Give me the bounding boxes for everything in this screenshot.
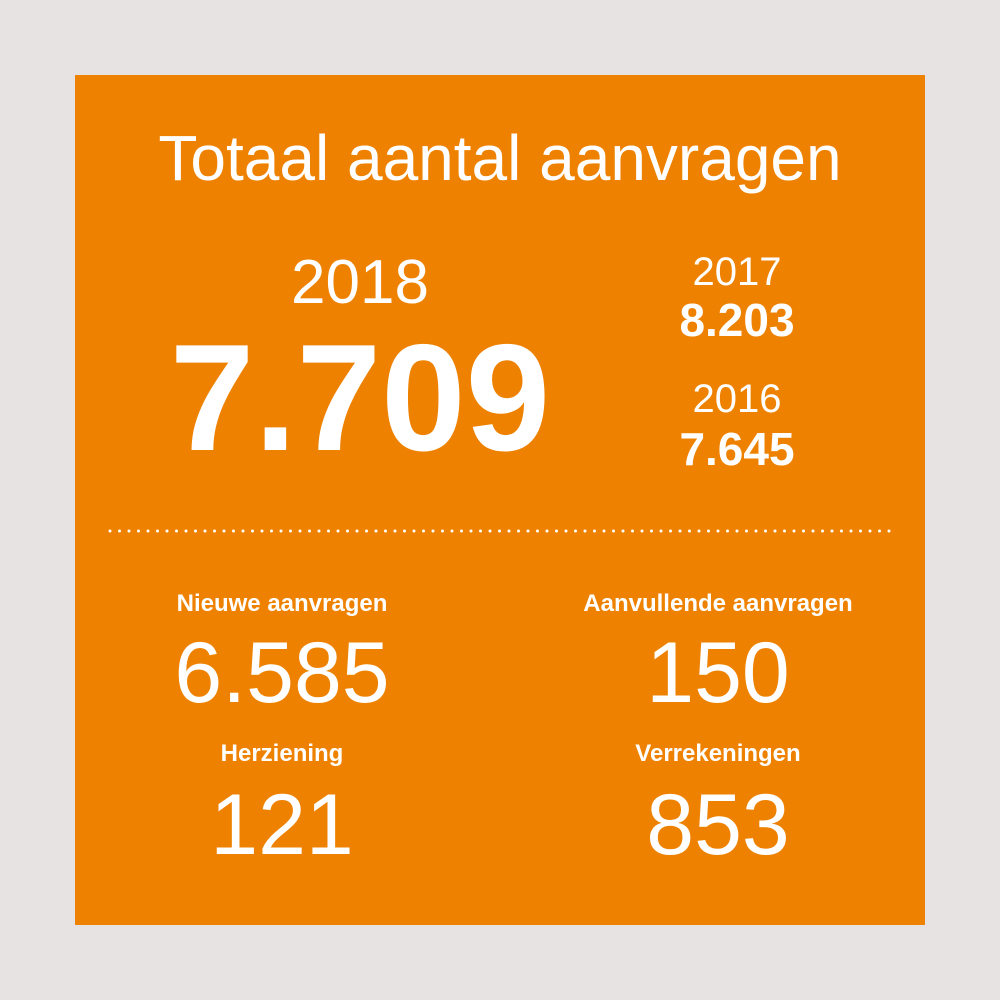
panel bbox=[75, 75, 925, 925]
breakdown-value: 853 bbox=[646, 777, 790, 873]
breakdown-value: 150 bbox=[646, 625, 790, 721]
previous-total: 8.203 bbox=[679, 294, 794, 346]
breakdown-value: 6.585 bbox=[174, 625, 389, 721]
breakdown-label: Verrekeningen bbox=[635, 740, 800, 767]
previous-year: 2017 bbox=[693, 250, 782, 294]
breakdown-label: Aanvullende aanvragen bbox=[583, 590, 852, 617]
breakdown-value: 121 bbox=[210, 777, 354, 873]
current-total: 7.709 bbox=[170, 313, 550, 483]
current-year: 2018 bbox=[291, 248, 429, 317]
breakdown-label: Herziening bbox=[221, 740, 344, 767]
breakdown-label: Nieuwe aanvragen bbox=[177, 590, 388, 617]
previous-year: 2016 bbox=[693, 377, 782, 421]
title: Totaal aantal aanvragen bbox=[158, 122, 841, 194]
previous-total: 7.645 bbox=[679, 423, 794, 475]
